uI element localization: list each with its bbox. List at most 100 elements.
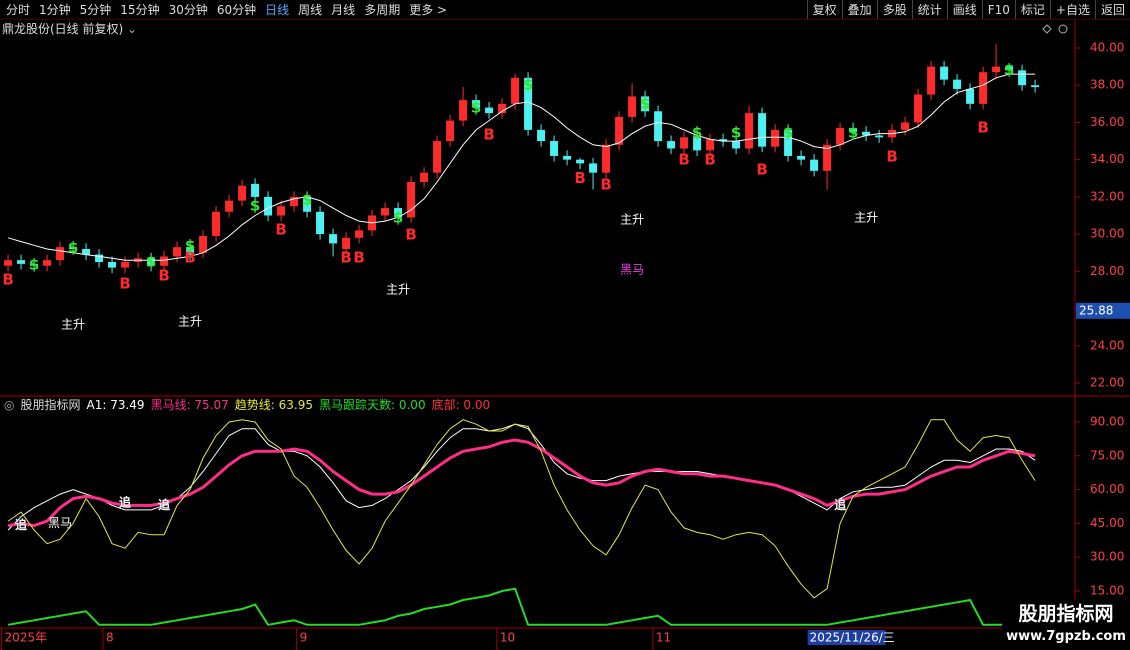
candle-body <box>329 234 338 244</box>
candle-body <box>173 247 182 257</box>
line <box>7 419 1036 599</box>
candle-body <box>693 137 702 151</box>
candle-body <box>238 185 247 201</box>
tool-button[interactable]: +自选 <box>1049 0 1095 19</box>
annotation: $ <box>302 191 312 209</box>
annotation: 主升 <box>620 212 644 226</box>
candle-body <box>160 256 169 266</box>
candle-body <box>69 247 78 249</box>
annotation: $ <box>68 239 78 257</box>
watermark: 股朋指标网 www.7gpzb.com <box>1002 600 1130 650</box>
candle-body <box>1005 66 1014 71</box>
candle-body <box>95 254 104 263</box>
tool-button[interactable]: 返回 <box>1094 0 1130 19</box>
annotation: B <box>353 248 364 266</box>
candle-body <box>1031 85 1040 88</box>
annotation: 主升 <box>854 210 878 224</box>
candle-body <box>849 128 858 132</box>
period-tab[interactable]: 日线 <box>265 3 290 17</box>
annotation: 追 <box>834 497 847 512</box>
candle-body <box>667 141 676 149</box>
annotation: 追 <box>119 495 132 510</box>
candle-body <box>303 196 312 212</box>
annotation: B <box>158 266 169 284</box>
y-tick-label: 75.00 <box>1090 448 1124 462</box>
candle-body <box>433 141 442 173</box>
candle-body <box>537 129 546 142</box>
period-tab[interactable]: 5分钟 <box>79 3 112 17</box>
legend-entry: 黑马跟踪天数: 0.00 <box>319 398 426 412</box>
annotation: B <box>574 169 585 187</box>
annotation: $ <box>393 209 403 227</box>
tool-button[interactable]: 统计 <box>911 0 947 19</box>
candle-body <box>459 100 468 121</box>
candle-body <box>966 88 975 104</box>
icon[interactable] <box>1058 24 1068 34</box>
candle-body <box>17 260 26 264</box>
icon[interactable]: ⌄ <box>127 22 138 36</box>
candle-body <box>316 211 325 235</box>
annotation: 追 <box>15 517 28 532</box>
tool-button[interactable]: 多股 <box>876 0 912 19</box>
candle-body <box>680 137 689 149</box>
x-tick-label: 9 <box>300 631 308 645</box>
annotation: 主升 <box>178 314 202 328</box>
candle-body <box>615 116 624 145</box>
period-tab[interactable]: 15分钟 <box>120 3 160 17</box>
candle-body <box>446 120 455 142</box>
annotation: $ <box>692 124 702 142</box>
line <box>7 587 1036 626</box>
icon[interactable] <box>1042 24 1052 34</box>
tool-button[interactable]: 复权 <box>806 0 842 19</box>
period-tab[interactable]: 月线 <box>331 3 356 17</box>
annotation: B <box>756 161 767 179</box>
candle-body <box>654 111 663 142</box>
annotation: B <box>678 151 689 169</box>
legend-entry: 趋势线: 63.95 <box>234 398 313 412</box>
period-tab[interactable]: 多周期 <box>364 3 401 17</box>
price-marker: 25.88 <box>1079 303 1113 317</box>
candle-body <box>290 196 299 207</box>
stock-title: 鼎龙股份(日线 前复权) ⌄ <box>2 20 137 38</box>
annotation: 主升 <box>386 283 410 297</box>
annotation: B <box>977 119 988 137</box>
candle-body <box>498 103 507 114</box>
watermark-url: www.7gpzb.com <box>1006 629 1126 644</box>
x-tick-label: 2025年 <box>5 631 48 645</box>
candle-body <box>589 163 598 173</box>
period-tab[interactable]: 更多 > <box>409 3 448 17</box>
annotation: B <box>600 175 611 193</box>
candle-body <box>394 208 403 218</box>
annotation: 追 <box>158 497 171 512</box>
toolbar: 分时 1分钟 5分钟 15分钟 30分钟 60分钟 日线 周线 月线 多周期 更多 > 复权 叠加 多股… <box>0 0 1130 20</box>
candle-body <box>407 182 416 218</box>
period-tab[interactable]: 60分钟 <box>216 3 257 17</box>
annotation: $ <box>185 237 195 255</box>
tool-button[interactable]: F10 <box>981 0 1015 19</box>
candle-body <box>121 262 130 268</box>
tool-button[interactable]: 画线 <box>946 0 982 19</box>
candle-body <box>147 258 156 266</box>
candle-body <box>927 66 936 95</box>
annotation: B <box>340 248 351 266</box>
period-tab[interactable]: 周线 <box>298 3 323 17</box>
period-tab[interactable]: 1分钟 <box>39 3 71 17</box>
candle-body <box>732 141 741 149</box>
candle-body <box>940 66 949 80</box>
candle-body <box>485 107 494 114</box>
tool-button[interactable]: 标记 <box>1014 0 1050 19</box>
icon[interactable]: ◎ <box>4 398 15 412</box>
cursor-label: 2025/11/26/三 <box>810 631 895 645</box>
candle-body <box>550 141 559 156</box>
price-marker-box <box>1076 302 1130 319</box>
annotation: $ <box>29 256 39 274</box>
period-tab[interactable]: 30分钟 <box>168 3 208 17</box>
tool-button[interactable]: 叠加 <box>841 0 877 19</box>
watermark-name: 股朋指标网 <box>1018 603 1114 625</box>
candle-body <box>719 139 728 142</box>
candle-body <box>875 135 884 138</box>
annotation: 黑马 <box>620 263 644 277</box>
period-tab[interactable]: 分时 <box>6 3 31 17</box>
